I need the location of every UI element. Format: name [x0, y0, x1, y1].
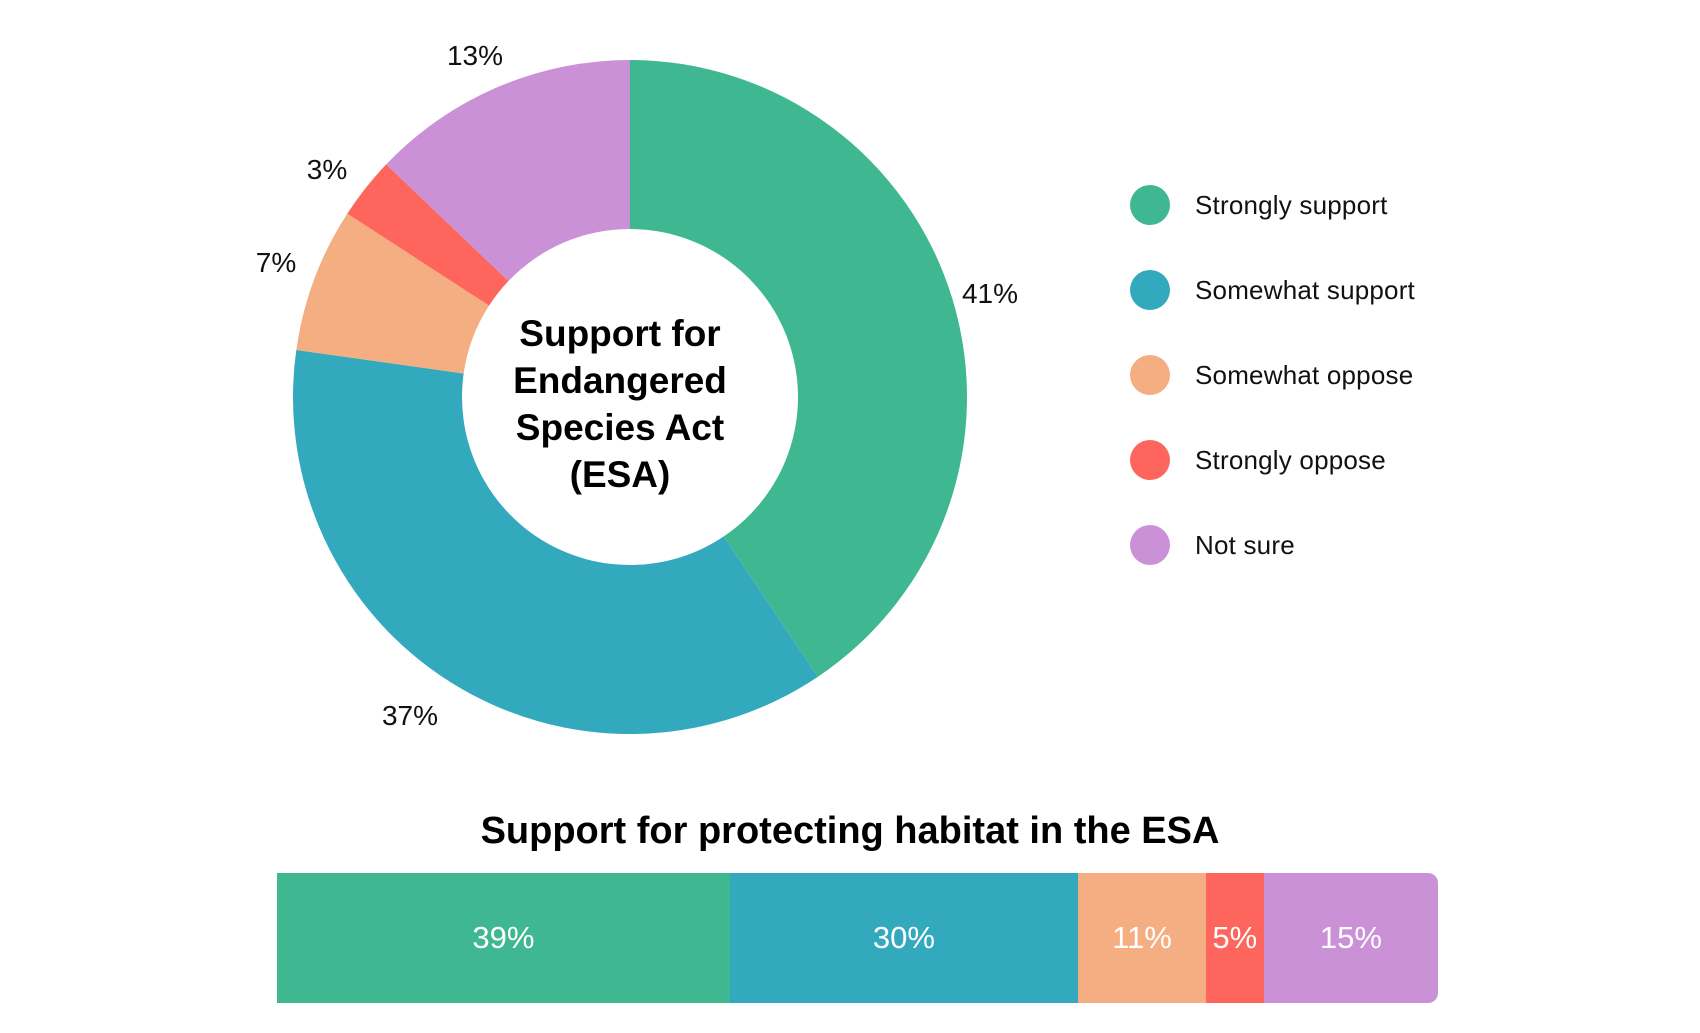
bar-label: 39% [472, 920, 535, 955]
legend: Strongly support Somewhat support Somewh… [1130, 185, 1415, 610]
bar-segment-strongly-oppose: 5% [1205, 873, 1264, 1003]
legend-label: Strongly oppose [1195, 444, 1386, 475]
donut-slice-somewhat-support [293, 349, 818, 734]
donut-slice-not-sure [386, 59, 630, 282]
donut-label-somewhat-oppose: 7% [255, 247, 297, 278]
bar-label: 5% [1212, 920, 1258, 955]
donut-slice-strongly-support [630, 60, 967, 677]
legend-label: Somewhat oppose [1195, 359, 1414, 390]
legend-label: Somewhat support [1195, 274, 1415, 305]
donut-label-strongly-support: 41% [961, 278, 1019, 309]
bar-segment-somewhat-oppose: 11% [1078, 873, 1206, 1003]
donut-label-not-sure: 13% [446, 40, 504, 71]
legend-swatch [1130, 355, 1170, 395]
legend-item-not-sure: Not sure [1130, 525, 1415, 565]
donut-slice-somewhat-oppose [296, 213, 490, 374]
donut-center-title: Support for Endangered Species Act (ESA) [455, 310, 785, 498]
legend-swatch [1130, 185, 1170, 225]
legend-item-strongly-support: Strongly support [1130, 185, 1415, 225]
donut-title-line-2: Endangered [513, 360, 727, 401]
stacked-bar: 39% 30% 11% 5% 15% [277, 873, 1438, 1003]
donut-label-somewhat-support: 37% [381, 700, 439, 731]
legend-label: Not sure [1195, 529, 1295, 560]
legend-swatch [1130, 270, 1170, 310]
donut-slice-strongly-oppose [347, 164, 509, 306]
bar-chart-title: Support for protecting habitat in the ES… [480, 810, 1220, 852]
donut-title-line-1: Support for [519, 313, 721, 354]
bar-label: 11% [1112, 920, 1172, 955]
legend-item-somewhat-support: Somewhat support [1130, 270, 1415, 310]
bar-label: 15% [1319, 920, 1382, 955]
bar-label: 30% [872, 920, 935, 955]
legend-swatch [1130, 440, 1170, 480]
legend-swatch [1130, 525, 1170, 565]
bar-segment-strongly-support: 39% [277, 873, 730, 1003]
legend-item-somewhat-oppose: Somewhat oppose [1130, 355, 1415, 395]
bar-segment-not-sure: 15% [1263, 873, 1438, 1003]
legend-item-strongly-oppose: Strongly oppose [1130, 440, 1415, 480]
donut-title-line-3: Species Act [515, 407, 725, 448]
bar-segment-somewhat-support: 30% [729, 873, 1079, 1003]
donut-label-strongly-oppose: 3% [306, 154, 348, 185]
legend-label: Strongly support [1195, 189, 1388, 220]
donut-title-line-4: (ESA) [569, 454, 671, 495]
